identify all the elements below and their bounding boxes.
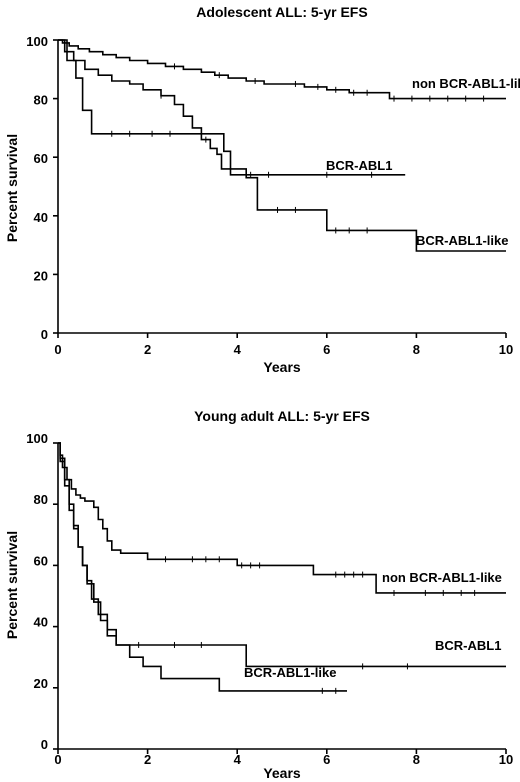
x-tick-label: 6 [323, 342, 330, 357]
plot-area [53, 39, 507, 338]
x-tick-label: 8 [413, 342, 420, 357]
y-ticks: 0 20 40 60 80 100 [26, 34, 48, 342]
y-tick-label: 0 [41, 737, 48, 752]
y-tick-label: 20 [34, 268, 48, 283]
series-label-bcr-abl1-like: BCR-ABL1-like [244, 665, 336, 680]
x-tick-label: 0 [54, 342, 61, 357]
series-label-bcr-abl1-like: BCR-ABL1-like [416, 233, 508, 248]
y-tick-label: 20 [34, 676, 48, 691]
x-tick-label: 4 [234, 752, 242, 767]
x-tick-label: 6 [323, 752, 330, 767]
series-line-bcr-abl1-like [58, 39, 506, 252]
x-tick-label: 10 [499, 342, 513, 357]
y-tick-label: 80 [34, 492, 48, 507]
x-tick-label: 10 [499, 752, 513, 767]
plot-area [53, 442, 507, 754]
series-label-non-bcr-abl1-like: non BCR-ABL1-like [412, 76, 520, 91]
series-line-bcr-abl1-like [58, 442, 347, 692]
x-tick-label: 8 [413, 752, 420, 767]
x-ticks: 0 2 4 6 8 10 [54, 752, 513, 767]
x-tick-label: 2 [144, 342, 151, 357]
x-tick-label: 4 [234, 342, 242, 357]
x-axis-label: Years [263, 765, 301, 781]
y-ticks: 0 20 40 60 80 100 [26, 431, 48, 752]
series-line-non-bcr-abl1-like [58, 442, 506, 594]
series-label-bcr-abl1: BCR-ABL1 [435, 638, 501, 653]
chart-title: Adolescent ALL: 5-yr EFS [196, 4, 367, 20]
y-tick-label: 80 [34, 93, 48, 108]
series-label-non-bcr-abl1-like: non BCR-ABL1-like [382, 570, 502, 585]
x-axis-label: Years [263, 359, 301, 375]
x-tick-label: 2 [144, 752, 151, 767]
y-axis-label: Percent survival [4, 531, 20, 639]
y-tick-label: 40 [34, 210, 48, 225]
y-axis-label: Percent survival [4, 134, 20, 242]
series-line-non-bcr-abl1-like [58, 39, 506, 100]
panel-young-adult: Young adult ALL: 5-yr EFS Percent surviv… [4, 408, 513, 781]
series-line-bcr-abl1 [58, 442, 506, 668]
x-tick-label: 0 [54, 752, 61, 767]
y-tick-label: 100 [26, 34, 48, 49]
series-line-bcr-abl1 [58, 39, 406, 176]
x-ticks: 0 2 4 6 8 10 [54, 342, 513, 357]
y-tick-label: 100 [26, 431, 48, 446]
series-label-bcr-abl1: BCR-ABL1 [326, 158, 392, 173]
y-tick-label: 40 [34, 615, 48, 630]
y-tick-label: 60 [34, 553, 48, 568]
y-tick-label: 60 [34, 151, 48, 166]
y-tick-label: 0 [41, 327, 48, 342]
chart-title: Young adult ALL: 5-yr EFS [194, 408, 370, 424]
panel-adolescent: Adolescent ALL: 5-yr EFS Percent surviva… [4, 4, 520, 375]
